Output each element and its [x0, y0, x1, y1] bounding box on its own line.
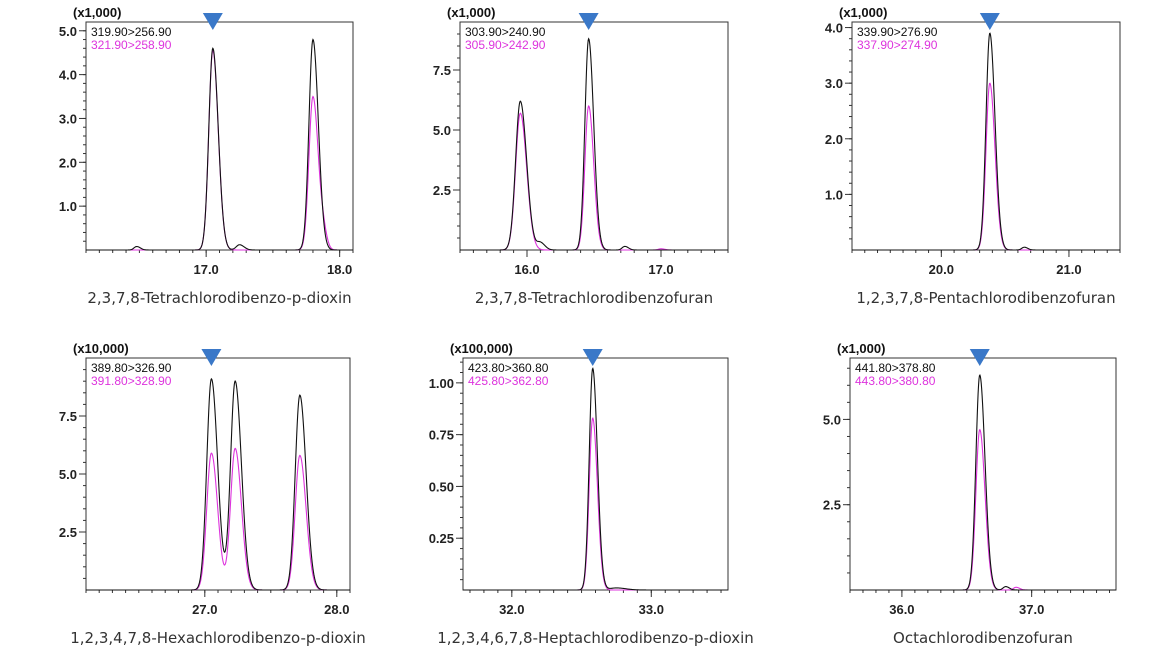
transition-label: 321.90>258.90	[91, 38, 172, 52]
transition-label: 425.80>362.80	[468, 374, 549, 388]
y-tick-label: 1.0	[59, 199, 77, 214]
down-triangle-icon	[201, 349, 222, 366]
y-tick-label: 7.5	[433, 63, 451, 78]
x-tick-label: 16.0	[514, 262, 539, 277]
plot-frame	[849, 357, 1117, 591]
transition-label: 391.80>328.90	[91, 374, 172, 388]
series-line	[850, 374, 1116, 591]
series-line	[86, 377, 350, 591]
x-tick-label: 20.0	[929, 262, 954, 277]
transition-label: 319.90>256.90	[91, 25, 172, 39]
down-triangle-icon	[969, 349, 990, 366]
x-tick-label: 17.0	[648, 262, 673, 277]
y-tick-label: 3.0	[825, 76, 843, 91]
chart-panel: 20.0 21.0 1.0 2.0 3.0 4.0(x1,000) 339.90>276.9…	[825, 5, 1121, 307]
transition-label: 443.80>380.80	[855, 374, 936, 388]
y-tick-label: 2.5	[59, 525, 77, 540]
y-scale-label: (x10,000)	[73, 341, 129, 356]
plot-frame	[85, 21, 354, 251]
chart-caption: 2,3,7,8-Tetrachlorodibenzofuran	[475, 289, 713, 307]
chart-panel: 36.0 37.0 2.5 5.0 (x1,000) 441.80>378.80443.8…	[823, 341, 1117, 647]
transition-label: 423.80>360.80	[468, 361, 549, 375]
down-triangle-icon	[578, 13, 599, 30]
chart-caption: Octachlorodibenzofuran	[893, 629, 1073, 647]
chart-panel: 27.0 28.0 2.5 5.0 7.5 (x10,000) 389.80>326.903…	[59, 341, 366, 647]
chart-caption: 2,3,7,8-Tetrachlorodibenzo-p-dioxin	[87, 289, 351, 307]
y-scale-label: (x1,000)	[837, 341, 885, 356]
y-tick-label: 1.0	[825, 187, 843, 202]
down-triangle-icon	[202, 13, 223, 30]
x-tick-label: 28.0	[324, 602, 349, 617]
y-tick-label: 2.5	[433, 183, 451, 198]
y-tick-label: 7.5	[59, 409, 77, 424]
y-tick-label: 4.0	[825, 21, 843, 36]
y-tick-label: 2.0	[825, 132, 843, 147]
y-tick-label: 0.50	[429, 479, 454, 494]
y-tick-label: 5.0	[433, 123, 451, 138]
y-scale-label: (x1,000)	[839, 5, 887, 20]
chart-panel: 32.0 33.0 0.25 0.50 0.75 1.00 (x100,000) 423.80…	[429, 341, 754, 647]
y-tick-label: 3.0	[59, 111, 77, 126]
y-scale-label: (x1,000)	[447, 5, 495, 20]
y-tick-label: 1.00	[429, 376, 454, 391]
x-tick-label: 33.0	[639, 602, 664, 617]
chart-caption: 1,2,3,4,6,7,8-Heptachlorodibenzo-p-dioxi…	[437, 629, 754, 647]
transition-label: 389.80>326.90	[91, 361, 172, 375]
y-tick-label: 5.0	[59, 467, 77, 482]
series-line	[852, 32, 1120, 251]
series-line	[463, 367, 728, 591]
y-tick-label: 0.75	[429, 428, 454, 443]
y-tick-label: 2.5	[823, 498, 841, 513]
y-scale-label: (x100,000)	[450, 341, 513, 356]
down-triangle-icon	[979, 13, 1000, 30]
down-triangle-icon	[582, 349, 603, 366]
y-tick-label: 4.0	[59, 68, 77, 83]
y-tick-label: 2.0	[59, 155, 77, 170]
series-line	[86, 38, 353, 251]
y-scale-label: (x1,000)	[73, 5, 121, 20]
x-tick-label: 36.0	[889, 602, 914, 617]
chart-panel: 16.0 17.0 2.5 5.0 7.5 (x1,000) 303.90>240.9030…	[433, 5, 729, 307]
x-tick-label: 37.0	[1019, 602, 1044, 617]
y-tick-label: 0.25	[429, 531, 454, 546]
transition-label: 441.80>378.80	[855, 361, 936, 375]
x-tick-label: 21.0	[1056, 262, 1081, 277]
x-tick-label: 27.0	[192, 602, 217, 617]
transition-label: 305.90>242.90	[465, 38, 546, 52]
series-line	[850, 428, 1116, 591]
series-line	[463, 417, 728, 591]
transition-label: 303.90>240.90	[465, 25, 546, 39]
y-tick-label: 5.0	[59, 24, 77, 39]
chart-caption: 1,2,3,7,8-Pentachlorodibenzofuran	[856, 289, 1115, 307]
x-tick-label: 17.0	[193, 262, 218, 277]
x-tick-label: 18.0	[327, 262, 352, 277]
x-tick-label: 32.0	[499, 602, 524, 617]
series-line	[460, 37, 728, 251]
chart-caption: 1,2,3,4,7,8-Hexachlorodibenzo-p-dioxin	[70, 629, 366, 647]
transition-label: 339.90>276.90	[857, 25, 938, 39]
transition-label: 337.90>274.90	[857, 38, 938, 52]
chart-panel: 17.0 18.0 1.0 2.0 3.0 4.0 5.0 (x1,000) 319.90>25…	[59, 5, 354, 307]
y-tick-label: 5.0	[823, 412, 841, 427]
